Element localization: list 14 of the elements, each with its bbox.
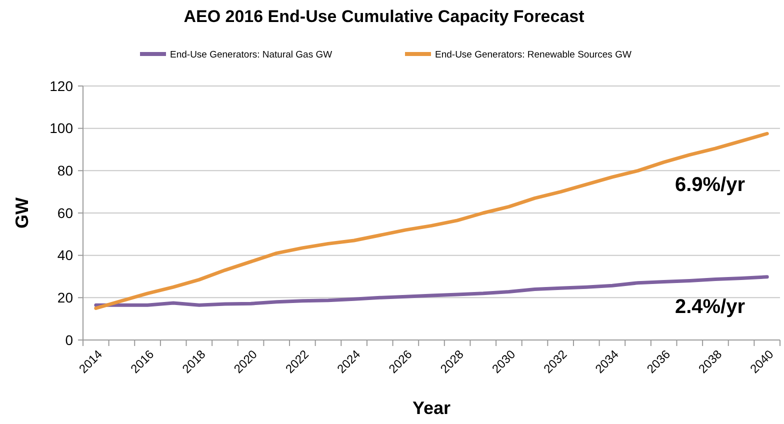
y-tick-label: 0 [65, 332, 74, 348]
x-axis-title: Year [412, 398, 451, 418]
y-axis-title: GW [12, 198, 32, 228]
legend-label: End-Use Generators: Renewable Sources GW [435, 49, 632, 60]
y-tick-label: 60 [57, 204, 74, 221]
y-tick-label: 40 [57, 247, 74, 264]
annotation: 6.9%/yr [674, 174, 746, 196]
y-tick-label: 100 [50, 120, 74, 136]
chart-title: AEO 2016 End-Use Cumulative Capacity Forecast [184, 7, 585, 26]
y-tick-label: 20 [57, 290, 74, 306]
annotation: 2.4%/yr [674, 296, 746, 318]
y-tick-label: 120 [50, 78, 74, 94]
legend-label: End-Use Generators: Natural Gas GW [170, 49, 332, 60]
y-tick-label: 80 [57, 162, 74, 179]
